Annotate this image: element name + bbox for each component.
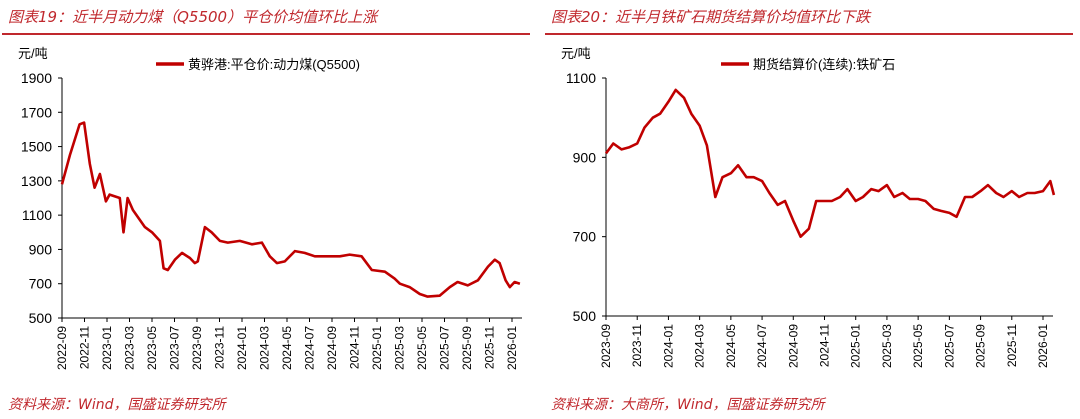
x-tick-label: 2023-05 (145, 326, 159, 370)
x-tick-label: 2025-05 (415, 326, 429, 370)
series-line (60, 121, 521, 298)
x-tick-label: 2024-01 (235, 326, 249, 370)
x-tick-label: 2022-11 (78, 326, 92, 369)
y-tick-label: 700 (29, 276, 53, 292)
x-tick-label: 2025-05 (911, 324, 925, 368)
x-tick-label: 2025-03 (393, 326, 407, 370)
x-tick-label: 2025-03 (880, 324, 894, 368)
iron-ore-price-chart: 元/吨 500 700 900 1100 2023-09 2023-11 2024-01 202… (561, 46, 1056, 368)
iron-ore-chart-panel: 图表20：近半月铁矿石期货结算价均值环比下跌 元/吨 500 700 900 1100 2… (543, 0, 1073, 419)
x-tick-label: 2024-11 (348, 326, 362, 369)
y-tick-label: 1700 (21, 104, 52, 120)
x-tick-label: 2024-07 (303, 326, 317, 370)
x-tick-label: 2026-01 (1036, 324, 1050, 368)
series-line (604, 88, 1056, 238)
x-tick-label: 2023-03 (123, 326, 137, 370)
x-tick-label: 2024-03 (258, 326, 272, 370)
x-tick-label: 2025-07 (942, 324, 956, 368)
x-tick-label: 2025-11 (1005, 324, 1019, 367)
y-tick-label: 1300 (21, 173, 52, 189)
source-note: 资料来源：Wind，国盛证券研究所 (8, 397, 226, 413)
coal-chart-panel: 图表19：近半月动力煤（Q5500）平仓价均值环比上涨 元/吨 500 700 900… (0, 0, 530, 419)
x-tick-label: 2024-09 (786, 324, 800, 368)
x-tick-label: 2023-07 (168, 326, 182, 370)
y-tick-label: 700 (573, 229, 597, 245)
y-tick-label: 900 (29, 241, 53, 257)
source-note: 资料来源：大商所，Wind，国盛证券研究所 (551, 397, 825, 413)
x-tick-label: 2023-09 (190, 326, 204, 370)
x-tick-label: 2025-01 (849, 324, 863, 368)
y-tick-label: 500 (573, 308, 597, 324)
title-divider (545, 33, 1073, 35)
x-tick-label: 2024-09 (325, 326, 339, 370)
y-tick-label: 1100 (22, 207, 52, 223)
chart-title: 图表20：近半月铁矿石期货结算价均值环比下跌 (551, 8, 871, 26)
x-tick-label: 2025-11 (483, 326, 497, 369)
x-tick-label: 2026-01 (505, 326, 519, 370)
legend-label: 黄骅港:平仓价:动力煤(Q5500) (188, 57, 360, 72)
legend-label: 期货结算价(连续):铁矿石 (753, 57, 895, 72)
y-axis-unit: 元/吨 (18, 46, 48, 61)
y-axis-unit: 元/吨 (561, 46, 591, 61)
chart-title: 图表19：近半月动力煤（Q5500）平仓价均值环比上涨 (8, 8, 378, 26)
x-tick-label: 2023-01 (100, 326, 114, 370)
x-tick-label: 2025-09 (974, 324, 988, 368)
x-tick-label: 2024-03 (693, 324, 707, 368)
x-tick-label: 2025-09 (460, 326, 474, 370)
x-tick-label: 2024-05 (724, 324, 738, 368)
x-tick-label: 2023-09 (599, 324, 613, 368)
x-tick-label: 2024-05 (280, 326, 294, 370)
x-tick-label: 2023-11 (630, 324, 644, 367)
title-divider (2, 33, 530, 35)
x-tick-label: 2024-01 (661, 324, 675, 368)
x-tick-label: 2024-11 (818, 324, 832, 367)
x-tick-label: 2025-01 (370, 326, 384, 370)
y-tick-label: 1900 (21, 70, 52, 86)
y-tick-label: 1100 (566, 70, 596, 86)
y-tick-label: 500 (29, 310, 53, 326)
coal-price-chart: 元/吨 500 700 900 1100 1300 1500 1700 1900 2022-09 2… (18, 46, 522, 370)
x-tick-label: 2024-07 (755, 324, 769, 368)
x-tick-label: 2022-09 (55, 326, 69, 370)
x-tick-label: 2023-11 (213, 326, 227, 369)
y-tick-label: 900 (573, 149, 597, 165)
x-tick-label: 2025-07 (438, 326, 452, 370)
y-tick-label: 1500 (21, 139, 52, 155)
